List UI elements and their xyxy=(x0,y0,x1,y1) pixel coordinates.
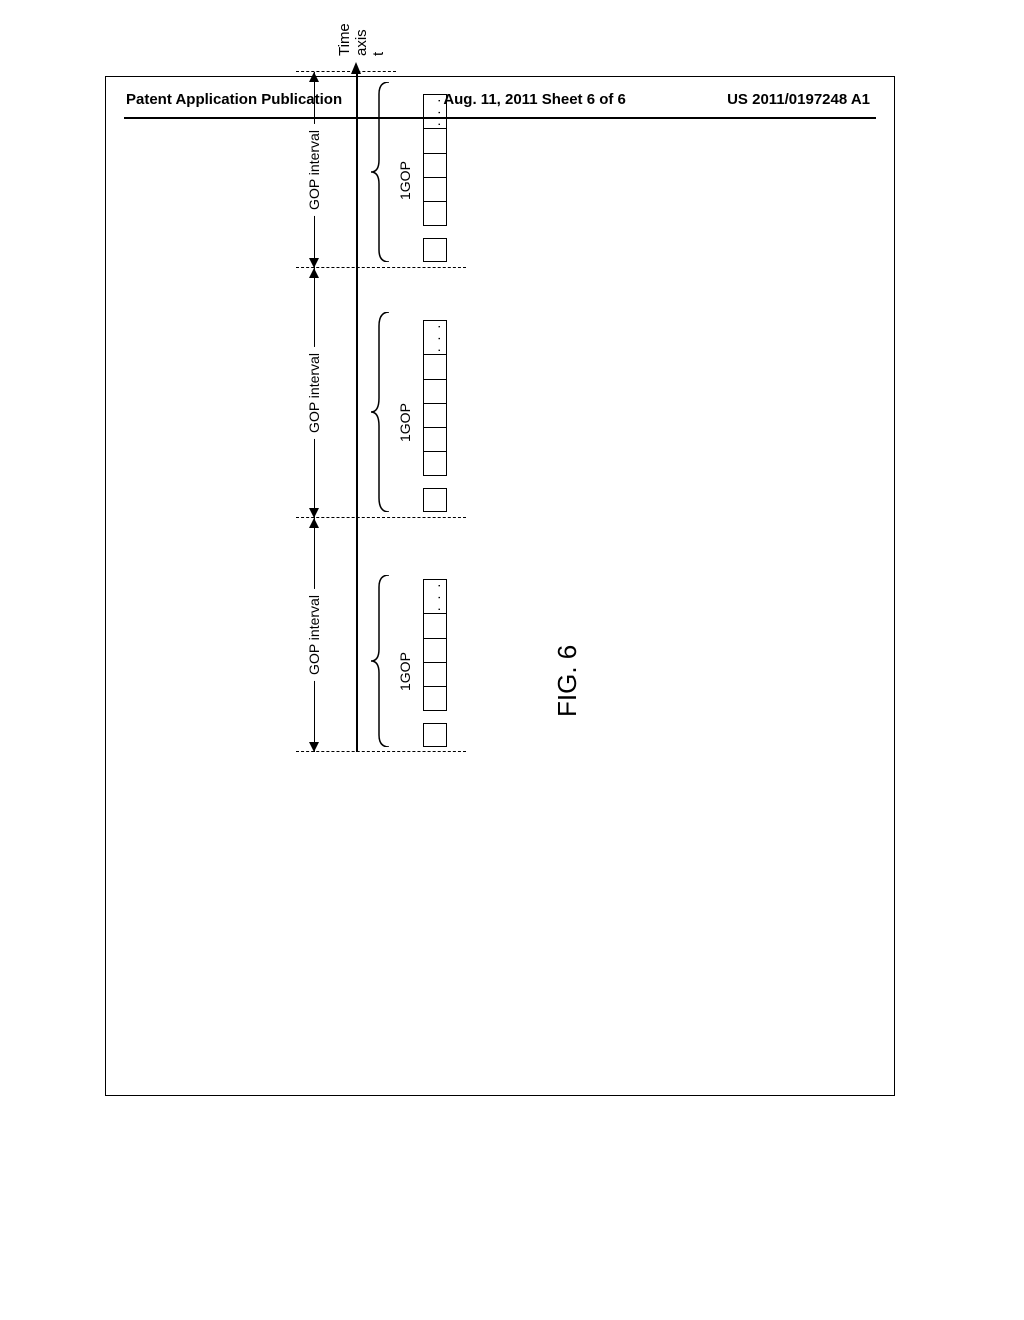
header-rule xyxy=(124,117,876,119)
spacer xyxy=(423,476,447,488)
frame-box xyxy=(424,355,446,379)
ellipsis: . . . xyxy=(423,94,447,128)
gop-label: 1GOP xyxy=(397,403,413,442)
brace-icon xyxy=(371,575,391,747)
frame-box xyxy=(424,379,446,403)
ellipsis: . . . xyxy=(423,579,447,613)
gop-interval-span: GOP interval xyxy=(304,518,326,752)
frame-box xyxy=(424,403,446,427)
frame-box xyxy=(424,451,446,475)
frame-box xyxy=(424,201,446,225)
brace-icon xyxy=(371,82,391,262)
diagram-container: GOP interval GOP interval GOP interval T… xyxy=(306,277,516,1017)
frame-row: . . . xyxy=(423,94,447,262)
arrowhead-right-icon xyxy=(309,518,319,528)
arrowhead-right-icon xyxy=(351,62,361,74)
frame-box xyxy=(424,177,446,201)
gop-label: 1GOP xyxy=(397,161,413,200)
header-mid: Aug. 11, 2011 Sheet 6 of 6 xyxy=(443,91,626,108)
patent-page: Patent Application Publication Aug. 11, … xyxy=(105,76,895,1096)
spacer xyxy=(423,711,447,723)
brace-icon xyxy=(371,312,391,512)
gop-label: 1GOP xyxy=(397,652,413,691)
frame-box xyxy=(423,723,447,747)
frame-box xyxy=(424,662,446,686)
frame-box xyxy=(423,488,447,512)
frame-row: . . . xyxy=(423,579,447,747)
gop-interval-span: GOP interval xyxy=(304,72,326,268)
interval-label: GOP interval xyxy=(306,347,322,439)
gop-interval-span: GOP interval xyxy=(304,268,326,518)
frame-group xyxy=(423,128,447,226)
ellipsis: . . . xyxy=(423,320,447,354)
frame-box xyxy=(424,638,446,662)
arrowhead-right-icon xyxy=(309,72,319,82)
frame-row: . . . xyxy=(423,320,447,512)
interval-label: GOP interval xyxy=(306,589,322,681)
header-right: US 2011/0197248 A1 xyxy=(727,91,870,108)
frame-group xyxy=(423,613,447,711)
arrowhead-right-icon xyxy=(309,268,319,278)
frame-group xyxy=(423,354,447,476)
time-axis xyxy=(356,72,358,752)
frame-box xyxy=(423,238,447,262)
frame-box xyxy=(424,686,446,710)
time-axis-label: Time axis t xyxy=(336,23,387,56)
spacer xyxy=(423,226,447,238)
frame-box xyxy=(424,614,446,638)
gop-timing-diagram: GOP interval GOP interval GOP interval T… xyxy=(296,542,526,752)
frame-box xyxy=(424,129,446,153)
interval-label: GOP interval xyxy=(306,124,322,216)
page-header: Patent Application Publication Aug. 11, … xyxy=(106,91,894,108)
figure-label: FIG. 6 xyxy=(552,645,582,717)
figure-label-wrap: FIG. 6 xyxy=(552,645,583,717)
frame-box xyxy=(424,153,446,177)
frame-box xyxy=(424,427,446,451)
